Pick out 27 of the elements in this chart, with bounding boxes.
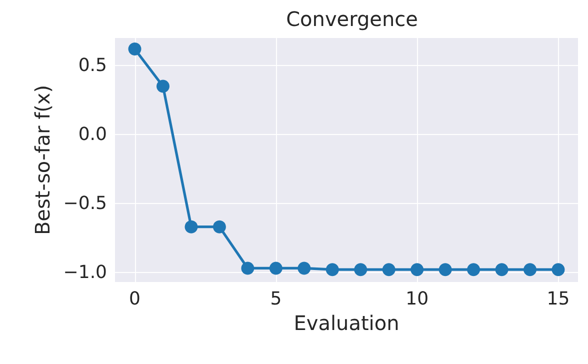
point [354,263,368,276]
point [326,263,339,276]
point [128,42,142,56]
point [269,262,282,275]
x-axis-title: Evaluation [294,310,400,335]
x-tick-label: 0 [129,288,140,310]
y-tick-label: −1.0 [63,262,107,283]
x-tick-label: 5 [270,288,282,310]
x-tick-label: 10 [406,288,429,310]
y-axis-title: Best-so-far f(x) [30,84,54,236]
point [438,263,452,276]
y-tick-label: −0.5 [63,192,107,214]
point [298,262,311,275]
point [495,263,508,276]
point [212,220,226,234]
y-tick-label: 0.5 [78,55,107,76]
point [524,263,537,276]
x-tick-label: 15 [546,288,570,310]
point [184,220,198,234]
point [552,263,565,276]
point [156,80,170,93]
point [382,263,396,276]
point [241,262,254,275]
y-tick-label: 0.0 [78,124,107,145]
point [467,263,480,276]
point [410,263,424,276]
chart-title: Convergence [286,7,418,31]
